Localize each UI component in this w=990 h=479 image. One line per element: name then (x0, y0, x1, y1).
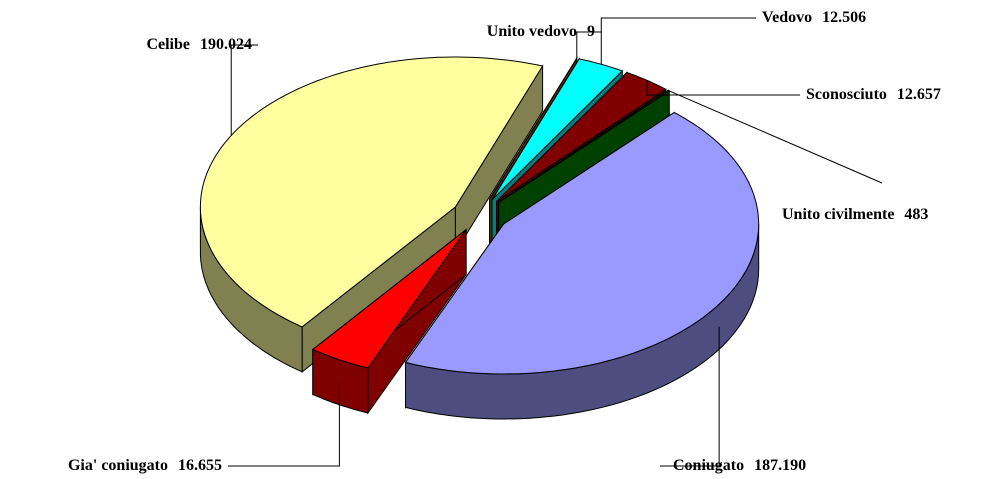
slice-value: 190.024 (200, 36, 252, 53)
slice-name: Vedovo (762, 9, 812, 26)
slice-value: 12.657 (897, 86, 941, 103)
slice-label: Celibe 190.024 (146, 36, 252, 53)
slice-top (496, 71, 667, 202)
slice-name: Unito civilmente (782, 206, 894, 223)
slice-label: Gia' coniugato 16.655 (68, 457, 222, 474)
slice-name: Coniugato (673, 457, 744, 474)
leader-line (668, 90, 883, 184)
slice-top (491, 58, 624, 201)
slice-value: 187.190 (754, 457, 806, 474)
slice-value: 16.655 (178, 457, 222, 474)
slice-top (404, 111, 760, 375)
slice-name: Gia' coniugato (68, 457, 168, 474)
slice-label: Sconosciuto 12.657 (806, 86, 941, 103)
slice-label: Vedovo 12.506 (762, 9, 866, 26)
slice-top (489, 58, 578, 200)
leader-line (230, 44, 258, 136)
slice-label: Unito vedovo 9 (487, 23, 595, 40)
leader-line (600, 17, 756, 65)
slice-value: 12.506 (822, 9, 866, 26)
leader-line (228, 382, 340, 467)
slice-name: Celibe (146, 36, 190, 53)
slice-label: Coniugato 187.190 (673, 457, 806, 474)
slice-top (311, 229, 467, 369)
slice-name: Sconosciuto (806, 86, 887, 103)
pie-slice (311, 228, 467, 415)
slice-value: 483 (904, 206, 928, 223)
pie-slice (404, 111, 760, 420)
slice-label: Unito civilmente 483 (782, 206, 928, 223)
slice-top (199, 56, 544, 328)
slice-name: Unito vedovo (487, 23, 577, 40)
leader-line (646, 80, 800, 96)
leader-line (576, 31, 602, 59)
leader-line (660, 326, 720, 467)
slice-value: 9 (587, 23, 595, 40)
